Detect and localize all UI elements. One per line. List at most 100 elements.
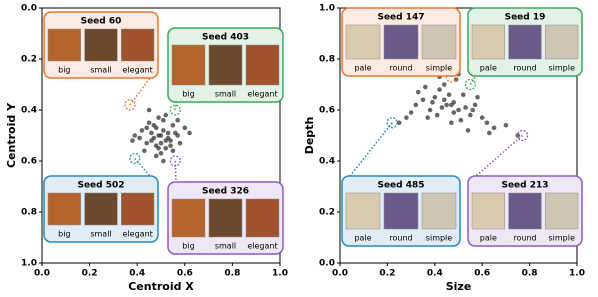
point <box>415 89 421 95</box>
point <box>170 148 176 154</box>
thumbnail <box>171 44 206 86</box>
point <box>396 120 402 126</box>
point <box>446 92 452 97</box>
point <box>475 94 480 100</box>
thumbnail <box>47 28 81 62</box>
point <box>137 135 142 141</box>
thumbnail <box>84 192 118 226</box>
point <box>458 117 464 123</box>
point <box>153 153 159 159</box>
thumbnail <box>508 24 542 60</box>
thumbnail <box>171 198 206 238</box>
callout-title: Seed 19 <box>505 13 546 23</box>
callout-title: Seed 403 <box>202 33 249 43</box>
point <box>175 117 180 123</box>
thumbnail <box>208 44 243 86</box>
y-tick-label: 0.0 <box>319 259 335 269</box>
point <box>146 120 152 126</box>
thumbnail-label: simple <box>426 234 452 243</box>
thumbnail <box>121 192 155 226</box>
point <box>427 107 433 113</box>
thumbnail <box>421 24 457 60</box>
x-tick-label: 0.6 <box>177 269 193 279</box>
point <box>468 112 473 118</box>
y-axis-label: Centroid Y <box>5 102 18 168</box>
x-tick-label: 0.0 <box>332 269 348 279</box>
point <box>479 115 485 120</box>
y-tick-label: 0.4 <box>319 157 335 167</box>
thumbnail-label: simple <box>426 64 452 73</box>
y-tick-label: 1.0 <box>319 4 335 14</box>
y-tick-label: 0.2 <box>319 208 335 218</box>
thumbnail <box>471 24 505 60</box>
point <box>165 130 171 136</box>
thumbnail-label: small <box>90 66 111 75</box>
thumbnail <box>245 198 280 238</box>
thumbnail <box>121 28 155 62</box>
point <box>130 138 135 143</box>
callout-title: Seed 213 <box>501 181 548 191</box>
point <box>132 133 138 138</box>
point <box>158 151 164 156</box>
highlight <box>129 152 141 165</box>
point <box>158 140 164 146</box>
thumbnail <box>471 192 505 230</box>
point <box>161 158 166 164</box>
thumbnail-label: small <box>215 90 236 99</box>
thumbnail <box>84 28 118 62</box>
thumbnail-label: round <box>389 234 412 243</box>
point <box>434 112 440 118</box>
point <box>437 87 442 92</box>
point <box>153 143 159 148</box>
thumbnail-label: elegant <box>123 230 153 239</box>
callout-title: Seed 485 <box>377 181 424 191</box>
point <box>425 115 430 120</box>
leader-line <box>349 122 393 177</box>
point <box>472 102 478 108</box>
thumbnail-label: big <box>182 90 194 99</box>
point <box>156 115 161 120</box>
point <box>170 123 176 128</box>
point <box>503 123 509 128</box>
thumbnail <box>245 44 280 86</box>
point <box>449 120 454 126</box>
point <box>491 125 497 131</box>
thumbnail <box>208 198 243 238</box>
x-tick-label: 0.2 <box>82 269 98 279</box>
point <box>439 105 445 110</box>
point <box>444 102 449 108</box>
point <box>432 94 438 100</box>
highlight <box>169 155 181 167</box>
x-axis-label: Size <box>446 280 472 293</box>
point <box>182 125 188 131</box>
point <box>156 133 161 138</box>
highlight <box>169 104 181 116</box>
x-tick-label: 1.0 <box>272 269 288 279</box>
x-tick-label: 0.2 <box>379 269 395 279</box>
plot-frame <box>339 7 578 264</box>
point <box>423 84 428 90</box>
highlight <box>464 78 477 91</box>
y-tick-label: 0.8 <box>319 55 335 65</box>
thumbnail <box>47 192 81 226</box>
leader-line <box>174 160 177 183</box>
point <box>451 110 457 115</box>
thumbnail-label: round <box>513 234 536 243</box>
thumbnail <box>345 192 381 230</box>
callout-title: Seed 326 <box>202 187 249 197</box>
x-tick-label: 0.6 <box>474 269 490 279</box>
thumbnail-label: small <box>90 230 111 239</box>
x-tick-label: 0.8 <box>522 269 538 279</box>
x-tick-label: 0.0 <box>34 269 50 279</box>
highlight <box>124 99 136 111</box>
leader-line <box>475 134 524 177</box>
point <box>149 130 154 136</box>
callout-title: Seed 60 <box>81 17 122 27</box>
point <box>408 110 414 115</box>
thumbnail <box>508 192 542 230</box>
point <box>470 107 476 113</box>
point <box>177 140 183 146</box>
y-axis-label: Depth <box>303 117 316 155</box>
callout-title: Seed 502 <box>77 181 124 191</box>
y-tick-label: 0.4 <box>21 106 37 116</box>
